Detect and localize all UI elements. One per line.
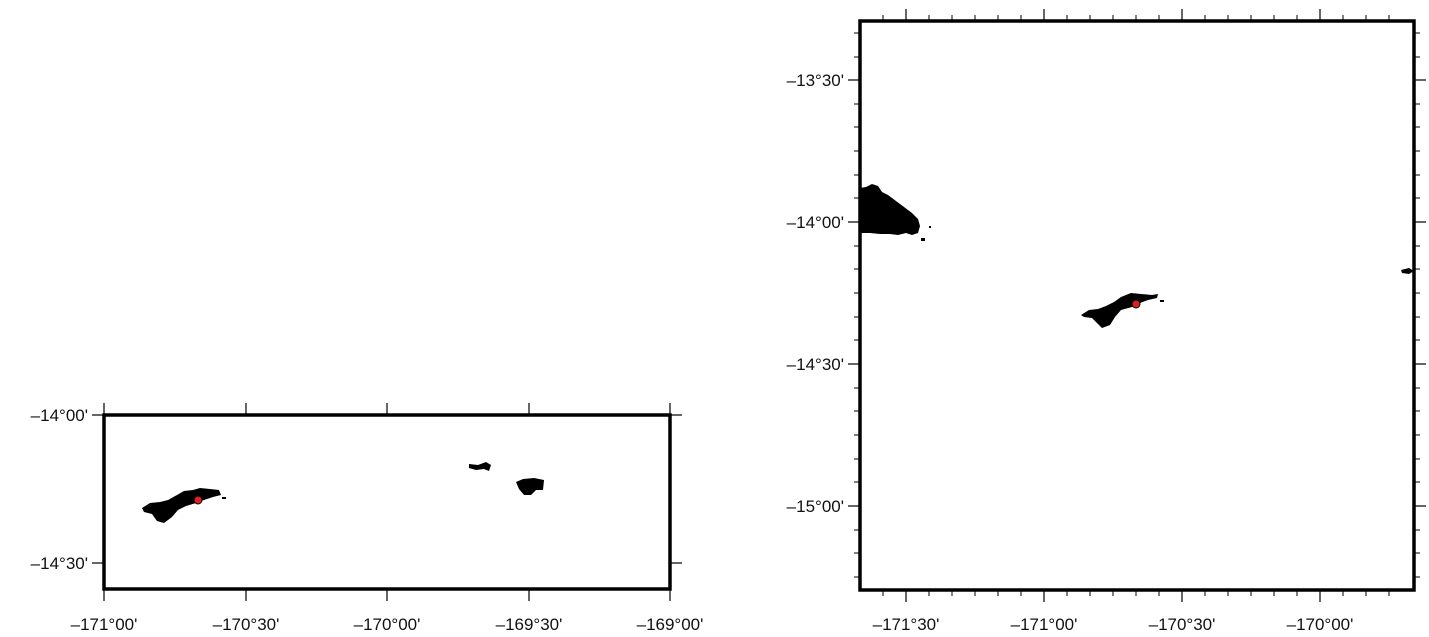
right-map-minor-ticks xyxy=(854,15,1420,596)
right-map-ticks xyxy=(848,9,1426,602)
left-lat-label-0: –14°00' xyxy=(31,406,88,425)
left-map-land xyxy=(142,462,544,523)
left-map-location-marker xyxy=(193,495,203,505)
left-lon-label-0: –171°00' xyxy=(71,615,138,634)
left-map-ticks xyxy=(92,403,682,601)
right-lat-label-2: –14°30' xyxy=(787,355,844,374)
right-lat-label-3: –15°00' xyxy=(787,497,844,516)
left-lat-label-1: –14°30' xyxy=(31,554,88,573)
ofu-olosega-island xyxy=(469,462,491,471)
right-lat-label-1: –14°00' xyxy=(787,213,844,232)
right-lon-label-0: –171°30' xyxy=(873,615,940,634)
right-map-location-marker xyxy=(1131,299,1141,309)
left-lon-label-2: –170°00' xyxy=(354,615,421,634)
right-lon-label-2: –170°30' xyxy=(1149,615,1216,634)
right-lon-label-1: –171°00' xyxy=(1011,615,1078,634)
manua-island-right xyxy=(1401,268,1414,274)
right-lat-label-0: –13°30' xyxy=(787,71,844,90)
savaii-upolu-island xyxy=(860,184,920,235)
left-lon-label-4: –169°00' xyxy=(637,615,704,634)
left-lon-label-3: –169°30' xyxy=(496,615,563,634)
tau-island xyxy=(516,478,544,495)
left-lon-label-1: –170°30' xyxy=(213,615,280,634)
right-map: –13°30' –14°00' –14°30' –15°00' –171°30'… xyxy=(787,9,1426,634)
right-lon-label-3: –170°00' xyxy=(1287,615,1354,634)
tutuila-island xyxy=(142,488,221,523)
left-map: –14°00' –14°30' –171°00' –170°30' –170°0… xyxy=(31,403,704,634)
